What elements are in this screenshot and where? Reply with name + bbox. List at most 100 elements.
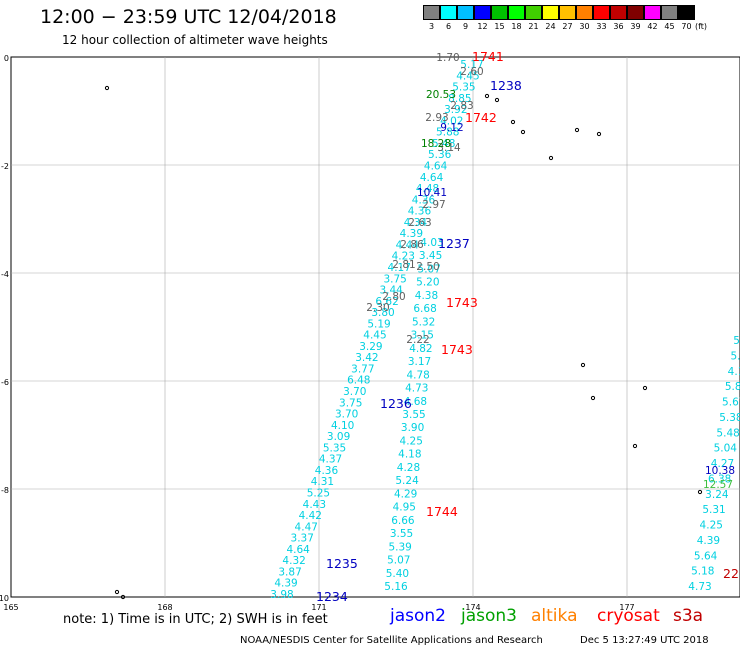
mission-s3a: s3a	[673, 606, 704, 626]
note-text: note: 1) Time is in UTC; 2) SWH is in fe…	[63, 612, 328, 627]
swh-value: 3.75	[339, 397, 362, 409]
island-shape	[548, 155, 554, 161]
lon-label: 165	[3, 603, 18, 612]
map-subtitle: 12 hour collection of altimeter wave hei…	[62, 33, 328, 47]
swh-value: 5.32	[412, 316, 435, 328]
swh-value: 6.62	[375, 296, 398, 308]
time-label: 1235	[326, 556, 358, 571]
legend-label: 42	[647, 22, 658, 31]
swh-value: 4.78	[406, 369, 429, 381]
mission-altika: altika	[531, 606, 578, 626]
legend-swatch	[576, 5, 593, 20]
legend-swatch	[678, 5, 695, 20]
swh-value: 5.88	[436, 127, 459, 139]
legend-swatch	[440, 5, 457, 20]
swh-value: 3.75	[383, 273, 406, 285]
legend-swatch	[559, 5, 576, 20]
time-label: 1238	[490, 78, 522, 93]
map-frame	[10, 56, 740, 598]
swh-value: 4.17	[728, 366, 740, 378]
swh-value: 4.23	[392, 251, 415, 263]
swh-value: 5.16	[384, 581, 408, 593]
island-shape	[574, 127, 580, 133]
swh-value: 3.17	[408, 356, 431, 368]
swh-value: 4.36	[412, 194, 436, 206]
swh-value: 5.07	[387, 555, 410, 567]
time-label: 1742	[465, 110, 497, 125]
swh-value: 4.31	[311, 476, 334, 488]
swh-value: 4.44	[396, 239, 420, 251]
legend-swatch	[593, 5, 610, 20]
swh-value: 5.19	[367, 318, 390, 330]
lat-label: -4	[1, 270, 9, 279]
swh-value: 3.87	[278, 566, 301, 578]
swh-value-grey: 2.97	[422, 199, 445, 211]
legend-swatch	[644, 5, 661, 20]
lon-label: 168	[157, 603, 172, 612]
legend-label: 70	[681, 22, 692, 31]
swh-value: 5.07	[418, 263, 441, 275]
swh-value: 5.40	[386, 568, 409, 580]
swh-value: 4.39	[400, 228, 423, 240]
swh-value: 4.68	[404, 396, 427, 408]
swh-value-high: 10.41	[417, 187, 447, 199]
island-shape	[697, 489, 703, 495]
lat-label: -8	[1, 486, 9, 495]
swh-value: 3.44	[379, 285, 403, 297]
swh-value: 5.37	[730, 350, 740, 362]
swh-value: 4.25	[700, 520, 723, 532]
time-label: 1744	[426, 504, 458, 519]
swh-value: 6.66	[391, 515, 415, 527]
swh-value: 3.55	[402, 409, 425, 421]
time-label: 1743	[441, 342, 473, 357]
legend-label: 3	[428, 22, 435, 31]
swh-value: 3.24	[705, 489, 729, 501]
swh-value: 3.09	[327, 431, 350, 443]
swh-value: 3.70	[343, 386, 366, 398]
swh-value: 8.85	[448, 93, 471, 105]
legend-label: 30	[579, 22, 590, 31]
swh-value: 5.18	[691, 566, 714, 578]
swh-value-grey: 2.60	[460, 66, 483, 78]
map-title: 12:00 − 23:59 UTC 12/04/2018	[40, 6, 337, 28]
swh-value: 3.80	[371, 307, 394, 319]
swh-value: 4.10	[331, 420, 354, 432]
lat-label: -2	[1, 162, 9, 171]
swh-value: 6.48	[347, 375, 370, 387]
swh-value: 5.20	[416, 277, 439, 289]
legend-swatch	[423, 5, 440, 20]
lat-label: 0	[4, 54, 9, 63]
island-shape	[596, 131, 602, 137]
footer-timestamp: Dec 5 13:27:49 UTC 2018	[580, 635, 709, 646]
swh-value: 5.24	[395, 475, 419, 487]
swh-value-grey: 2.22	[406, 334, 429, 346]
island-shape	[494, 97, 500, 103]
swh-value: 4.36	[408, 206, 432, 218]
island-shape	[642, 385, 648, 391]
swh-value: 4.36	[315, 465, 339, 477]
legend-swatch	[661, 5, 678, 20]
legend-swatch	[525, 5, 542, 20]
swh-value-grey: 2.81	[392, 259, 415, 271]
legend-label: 6	[445, 22, 452, 31]
mission-jason3: jason3	[461, 606, 517, 626]
swh-value: 4.03	[420, 237, 443, 249]
swh-value-grey: 2.83	[450, 100, 473, 112]
swh-value: 4.34	[404, 217, 428, 229]
swh-value-grey: 2.50	[416, 261, 439, 273]
legend-label: 33	[596, 22, 607, 31]
swh-value: 6.68	[413, 303, 436, 315]
swh-value: 5.39	[388, 541, 411, 553]
swh-value-grey: 2.63	[408, 217, 431, 229]
island-shape	[484, 93, 490, 99]
swh-value: 3.92	[444, 104, 467, 116]
time-label: 1237	[438, 236, 470, 251]
swh-value: 3.55	[390, 528, 413, 540]
swh-value: 5.25	[307, 488, 330, 500]
swh-value: 5.35	[452, 82, 475, 94]
legend-swatch	[457, 5, 474, 20]
time-label: 22	[723, 566, 739, 581]
mission-cryosat: cryosat	[597, 606, 660, 626]
swh-value-grey: 2.93	[425, 112, 448, 124]
